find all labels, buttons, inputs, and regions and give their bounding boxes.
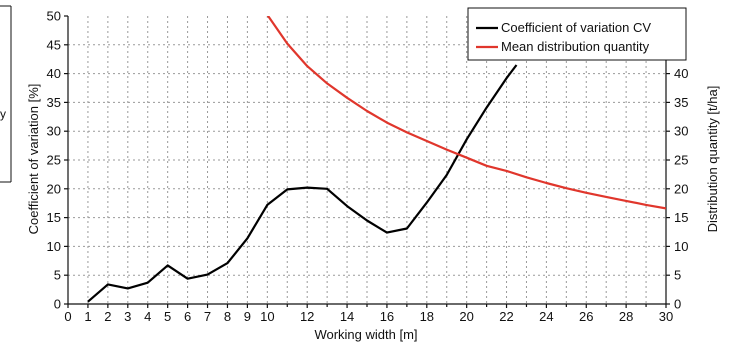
x-tick-label: 9 (244, 309, 251, 324)
y2-tick-label: 40 (674, 66, 688, 81)
side-panel: y (0, 5, 12, 183)
legend-label-mean: Mean distribution quantity (501, 39, 650, 54)
x-tick-label: 28 (619, 309, 633, 324)
x-tick-label: 7 (204, 309, 211, 324)
legend-label-cv: Coefficient of variation CV (501, 20, 651, 35)
y-tick-label: 30 (47, 124, 61, 139)
y2-tick-label: 15 (674, 210, 688, 225)
x-tick-label: 10 (260, 309, 274, 324)
x-tick-label: 3 (124, 309, 131, 324)
x-axis-title: Working width [m] (314, 327, 417, 342)
series-line-mean-distribution (266, 16, 666, 210)
side-panel-text: y (0, 107, 6, 121)
y-axis-title: Coefficient of variation [%] (26, 84, 41, 235)
y2-tick-label: 25 (674, 153, 688, 168)
x-tick-label: 18 (420, 309, 434, 324)
y2-axis-title: Distribution quantity [t/ha] (705, 86, 720, 233)
y2-tick-label: 35 (674, 95, 688, 110)
series-lines (87, 16, 666, 303)
x-tick-label: 2 (104, 309, 111, 324)
y2-tick-label: 0 (674, 297, 681, 312)
x-tick-label: 22 (499, 309, 513, 324)
y-tick-label: 50 (47, 9, 61, 24)
y-tick-label: 25 (47, 153, 61, 168)
x-tick-label: 0 (64, 309, 71, 324)
x-tick-label: 20 (459, 309, 473, 324)
x-tick-label: 5 (164, 309, 171, 324)
y2-tick-label: 20 (674, 181, 688, 196)
y2-tick-label: 10 (674, 239, 688, 254)
y-tick-label: 45 (47, 37, 61, 52)
y-tick-label: 10 (47, 239, 61, 254)
axes (64, 15, 670, 308)
legend-box (467, 7, 687, 61)
x-tick-label: 24 (539, 309, 553, 324)
x-tick-label: 4 (144, 309, 151, 324)
y-tick-label: 5 (54, 268, 61, 283)
x-tick-label: 30 (659, 309, 673, 324)
y-tick-label: 20 (47, 181, 61, 196)
grid (68, 16, 666, 304)
y-tick-label: 40 (47, 66, 61, 81)
x-tick-label: 6 (184, 309, 191, 324)
x-tick-label: 16 (380, 309, 394, 324)
y2-tick-label: 5 (674, 268, 681, 283)
tick-labels: 0 1 2 3 4 5 6 7 8 9 10 12 14 16 18 20 22 24 26 28 3005101520… (47, 9, 689, 325)
y-tick-label: 15 (47, 210, 61, 225)
x-tick-label: 8 (224, 309, 231, 324)
x-tick-label: 26 (579, 309, 593, 324)
y-tick-label: 35 (47, 95, 61, 110)
x-tick-label: 12 (300, 309, 314, 324)
y-tick-label: 0 (54, 297, 61, 312)
series-line-cv (87, 64, 518, 303)
x-tick-label: 14 (340, 309, 354, 324)
x-tick-label: 1 (84, 309, 91, 324)
y2-tick-label: 30 (674, 124, 688, 139)
legend: Coefficient of variation CV Mean distrib… (467, 7, 687, 61)
